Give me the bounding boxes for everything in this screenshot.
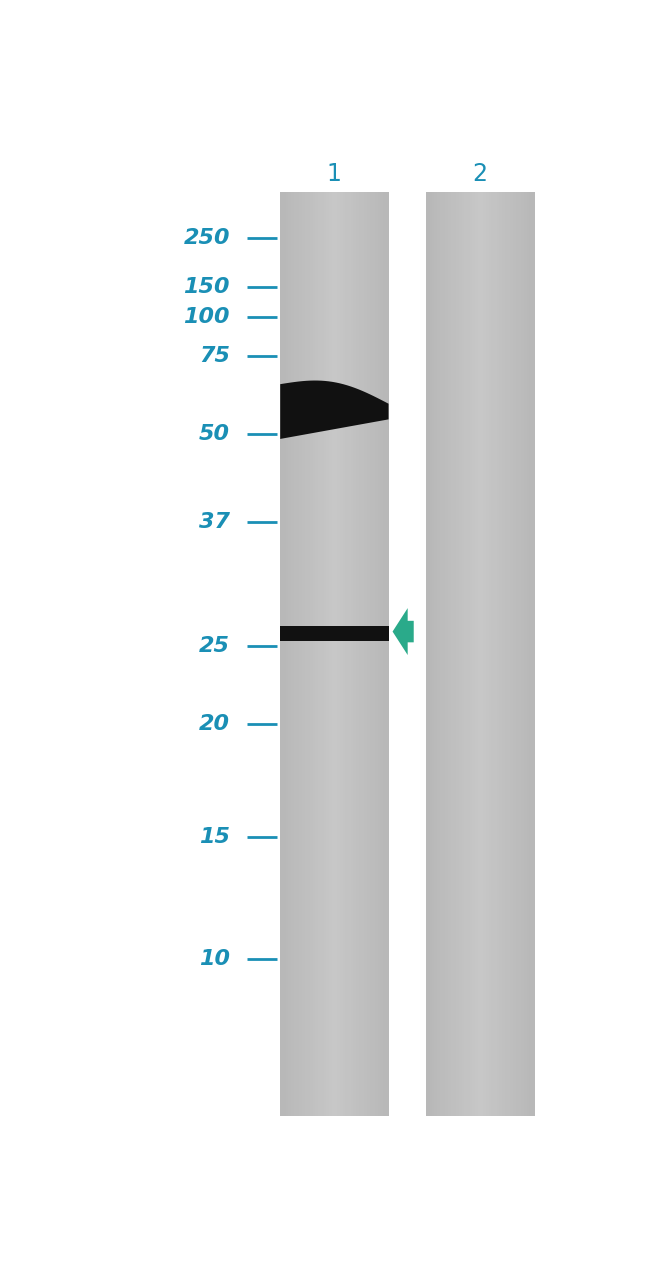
Bar (318, 192, 321, 1115)
Bar (464, 192, 467, 1115)
Bar (443, 192, 445, 1115)
Bar (434, 192, 437, 1115)
Text: 75: 75 (199, 345, 230, 366)
Bar (524, 192, 526, 1115)
Bar (480, 192, 483, 1115)
Bar (440, 192, 443, 1115)
Bar (364, 192, 367, 1115)
Bar (473, 192, 475, 1115)
Bar (380, 192, 383, 1115)
Bar (529, 192, 532, 1115)
Text: 100: 100 (183, 306, 230, 326)
Bar (326, 192, 329, 1115)
Bar (334, 192, 337, 1115)
Bar (445, 192, 448, 1115)
FancyArrow shape (393, 608, 414, 655)
Bar (280, 192, 283, 1115)
Bar (491, 192, 494, 1115)
Bar (513, 192, 515, 1115)
Bar (307, 192, 310, 1115)
Bar (505, 192, 508, 1115)
Bar (313, 192, 315, 1115)
Bar (324, 192, 326, 1115)
Bar (283, 192, 285, 1115)
Bar (489, 192, 491, 1115)
Bar (370, 192, 372, 1115)
Bar (454, 192, 456, 1115)
Bar (375, 192, 378, 1115)
Bar (459, 192, 462, 1115)
Text: 250: 250 (183, 229, 230, 249)
Bar (521, 192, 524, 1115)
Bar (310, 192, 313, 1115)
Text: 37: 37 (199, 512, 230, 532)
Bar (361, 192, 364, 1115)
Bar (499, 192, 502, 1115)
Bar (486, 192, 489, 1115)
Bar (426, 192, 429, 1115)
Bar (475, 192, 478, 1115)
Text: 15: 15 (199, 827, 230, 847)
Text: 2: 2 (473, 161, 488, 185)
Bar (508, 192, 510, 1115)
Bar (437, 192, 440, 1115)
Bar (294, 192, 296, 1115)
Bar (350, 192, 354, 1115)
Bar (456, 192, 459, 1115)
Bar (497, 192, 499, 1115)
Bar (450, 192, 454, 1115)
Bar (291, 192, 294, 1115)
Bar (329, 192, 332, 1115)
Bar (296, 192, 299, 1115)
Bar (383, 192, 386, 1115)
Bar (340, 192, 343, 1115)
Bar (359, 192, 361, 1115)
Polygon shape (280, 626, 389, 641)
Bar (337, 192, 340, 1115)
Bar (448, 192, 450, 1115)
Bar (289, 192, 291, 1115)
Text: 150: 150 (183, 277, 230, 297)
Bar (519, 192, 521, 1115)
Polygon shape (280, 381, 389, 439)
Bar (372, 192, 375, 1115)
Bar (478, 192, 480, 1115)
Bar (532, 192, 534, 1115)
Text: 25: 25 (199, 636, 230, 657)
Text: 50: 50 (199, 424, 230, 444)
Bar (321, 192, 324, 1115)
Bar (302, 192, 305, 1115)
Bar (356, 192, 359, 1115)
Bar (315, 192, 318, 1115)
Bar (343, 192, 345, 1115)
Bar (345, 192, 348, 1115)
Bar (510, 192, 513, 1115)
Bar (462, 192, 464, 1115)
Bar (332, 192, 334, 1115)
Bar (432, 192, 434, 1115)
Bar (483, 192, 486, 1115)
Bar (502, 192, 505, 1115)
Bar (285, 192, 289, 1115)
Text: 20: 20 (199, 715, 230, 734)
Bar (526, 192, 529, 1115)
Bar (515, 192, 519, 1115)
Bar (367, 192, 370, 1115)
Bar (299, 192, 302, 1115)
Text: 1: 1 (327, 161, 341, 185)
Bar (494, 192, 497, 1115)
Bar (305, 192, 307, 1115)
Bar (354, 192, 356, 1115)
Bar (348, 192, 350, 1115)
Bar (467, 192, 470, 1115)
Bar (378, 192, 380, 1115)
Bar (470, 192, 473, 1115)
Bar (429, 192, 432, 1115)
Text: 10: 10 (199, 949, 230, 969)
Bar (386, 192, 389, 1115)
